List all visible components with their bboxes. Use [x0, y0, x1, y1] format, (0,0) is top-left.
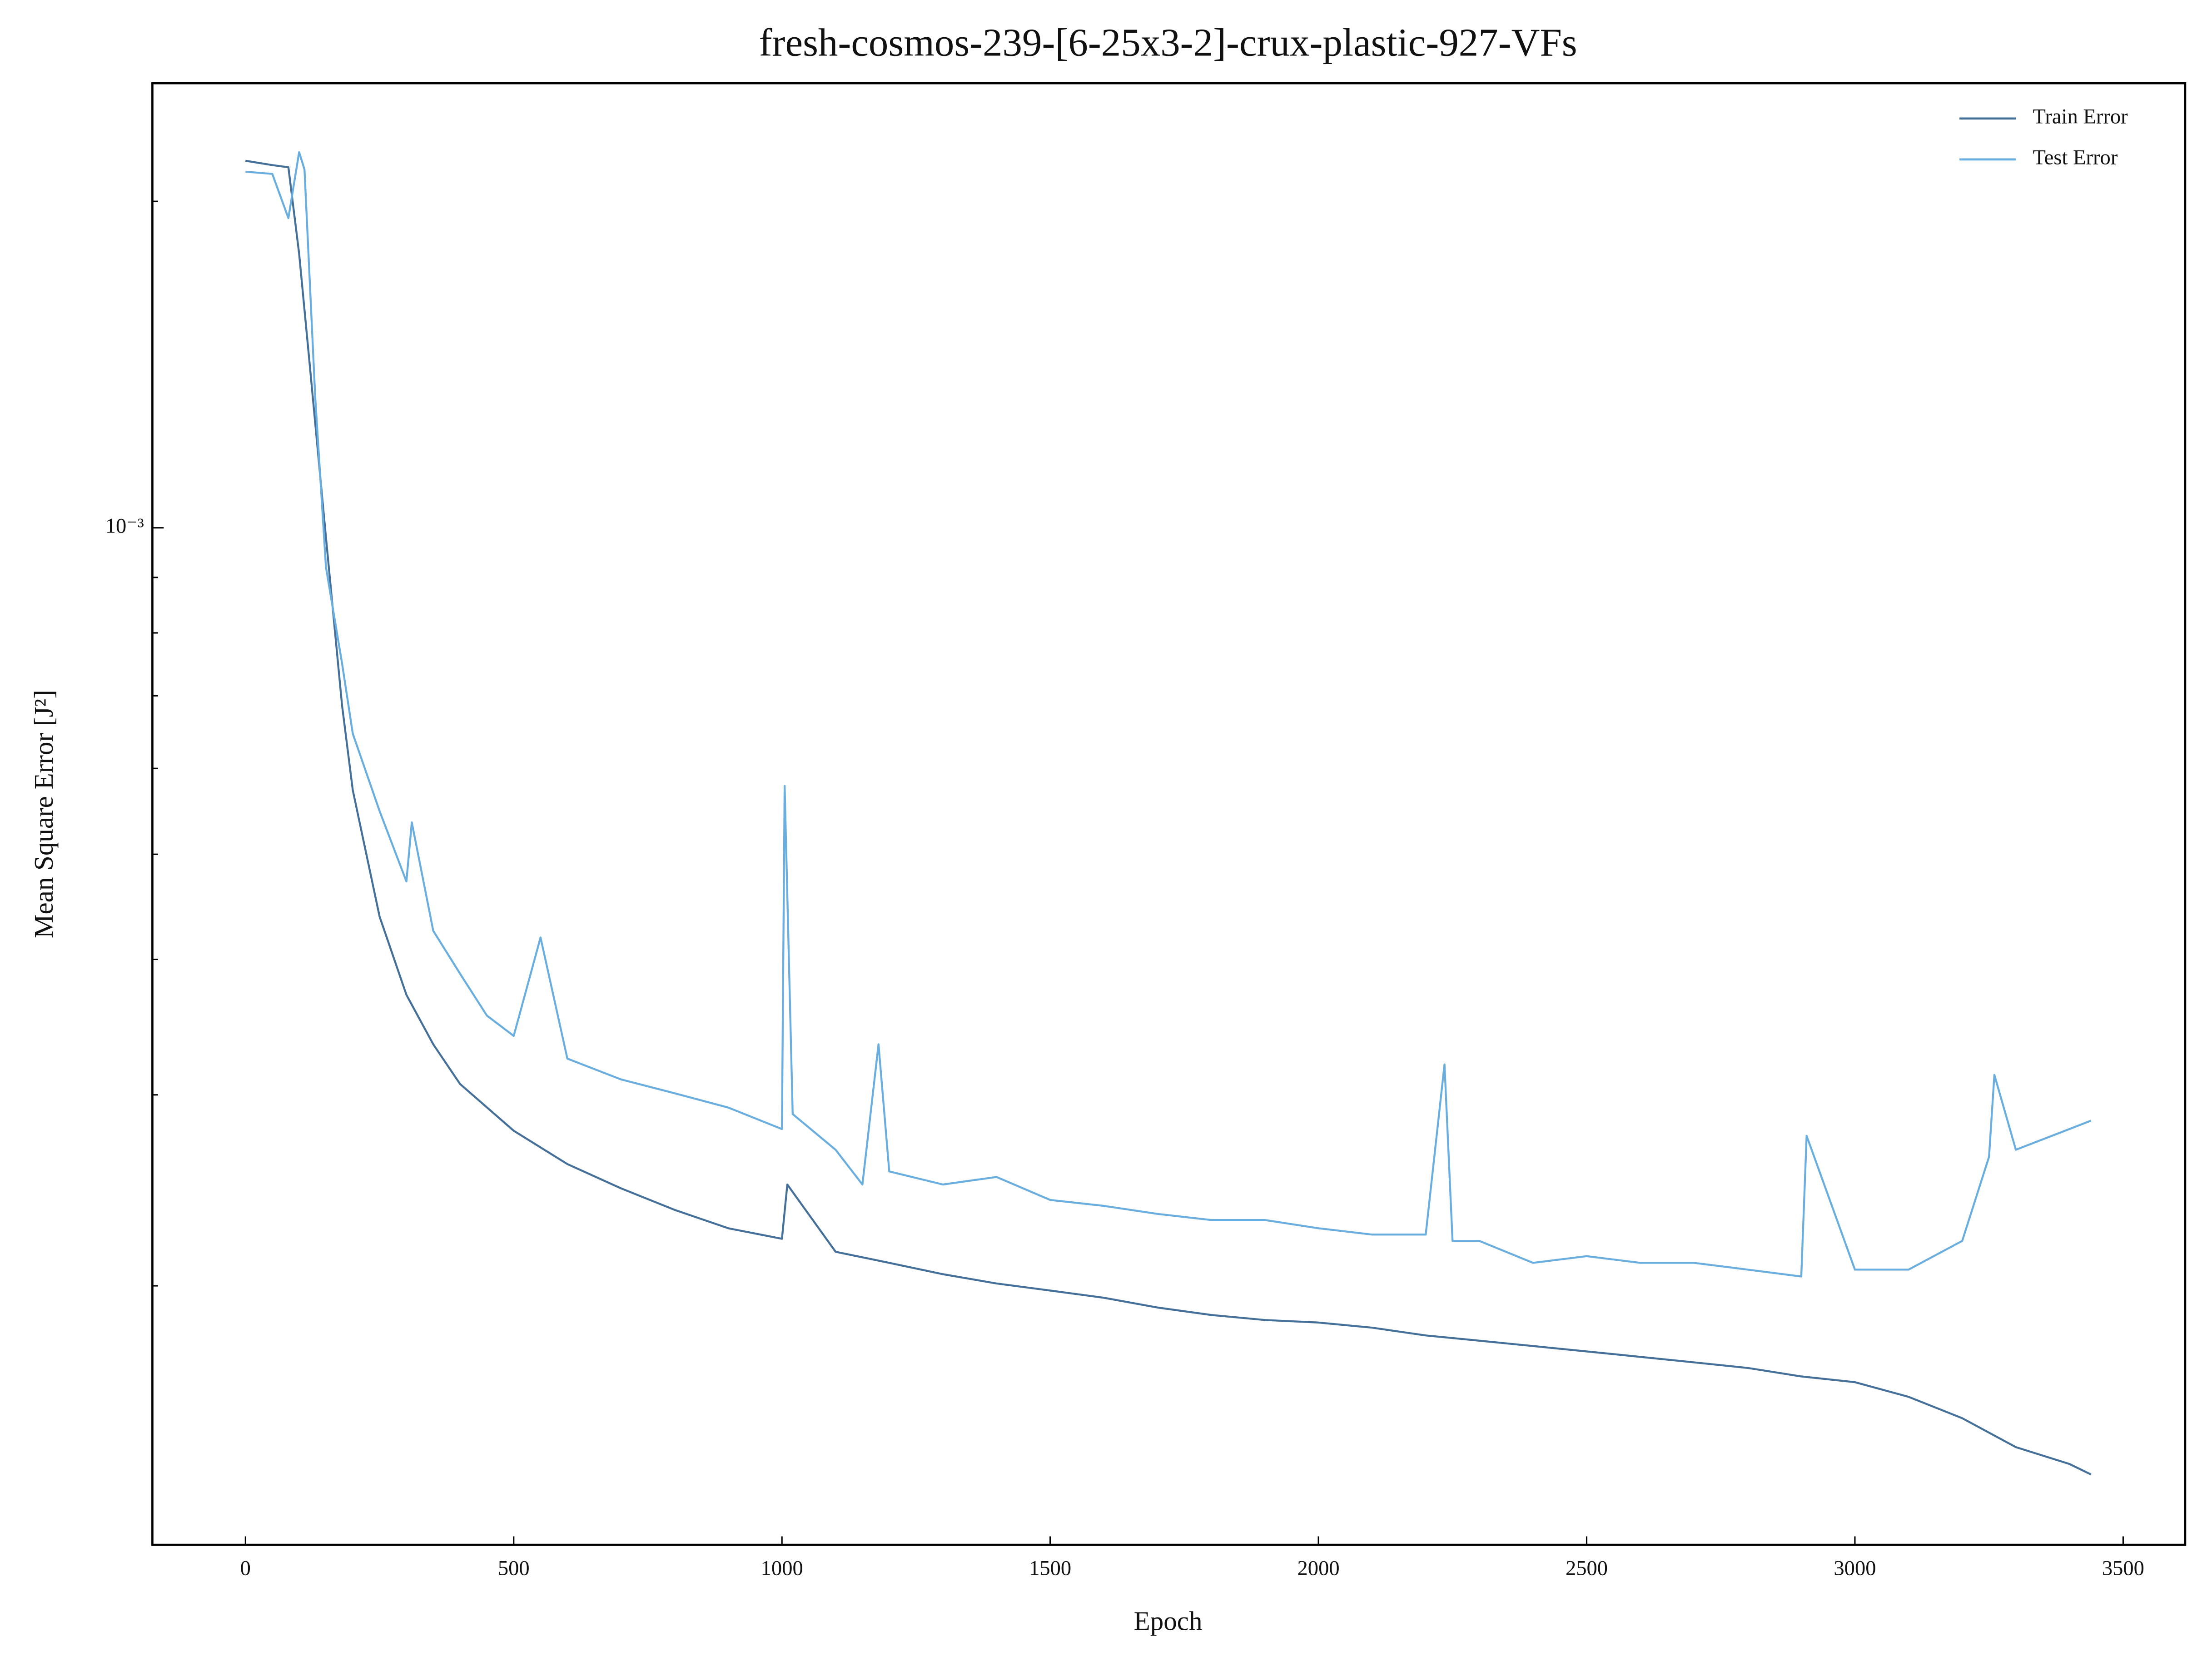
legend-label: Test Error [2033, 146, 2118, 169]
x-tick-label: 1500 [1029, 1557, 1071, 1580]
x-tick-label: 0 [240, 1557, 251, 1580]
chart-title: fresh-cosmos-239-[6-25x3-2]-crux-plastic… [759, 20, 1577, 64]
x-tick-label: 1000 [761, 1557, 803, 1580]
x-tick-label: 2000 [1297, 1557, 1340, 1580]
plot-frame [151, 82, 2187, 1546]
data-line [245, 151, 2092, 1278]
y-tick-label: 10⁻³ [105, 514, 144, 537]
x-tick-label: 2500 [1566, 1557, 1608, 1580]
x-tick-label: 3000 [1834, 1557, 1876, 1580]
data-line [245, 159, 2092, 1476]
x-axis-label: Epoch [1134, 1606, 1203, 1636]
x-tick-label: 3500 [2102, 1557, 2144, 1580]
legend-label: Train Error [2033, 105, 2128, 129]
x-tick-label: 500 [498, 1557, 530, 1580]
y-axis-label: Mean Square Error [J²] [29, 690, 59, 938]
